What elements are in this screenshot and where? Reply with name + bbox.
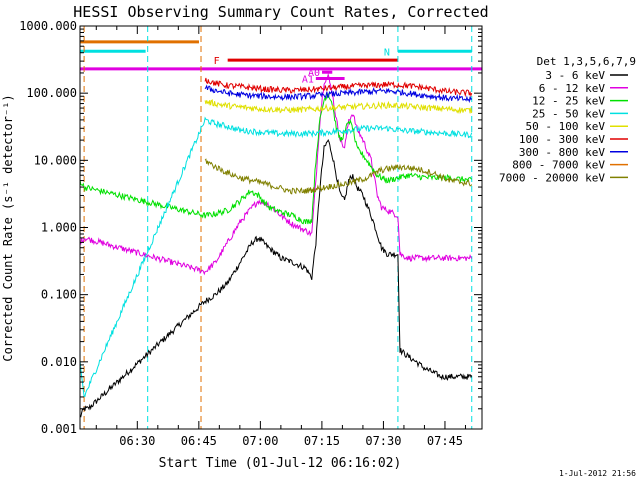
series-line-300-800-kev <box>204 84 473 104</box>
status-bar-label-s-0: S <box>74 38 80 49</box>
x-tick-label: 07:15 <box>304 434 340 448</box>
x-tick-label: 06:45 <box>181 434 217 448</box>
y-tick-label: 1.000 <box>41 221 77 235</box>
x-tick-label: 07:30 <box>365 434 401 448</box>
legend-label-7000-20000-kev: 7000 - 20000 keV <box>499 171 605 184</box>
y-tick-label: 100.000 <box>26 86 77 100</box>
status-bar-label-a1-6: A1 <box>302 75 314 86</box>
legend-label-12-25-kev: 12 - 25 keV <box>532 95 605 108</box>
legend-label-6-12-kev: 6 - 12 keV <box>539 82 606 95</box>
series-line-6-12-kev <box>80 72 473 276</box>
x-axis-label: Start Time (01-Jul-12 06:16:02) <box>159 456 402 471</box>
legend-label-3-6-kev: 3 - 6 keV <box>545 69 605 82</box>
y-tick-label: 1000.000 <box>19 19 77 33</box>
y-axis-label: Corrected Count Rate (s⁻¹ detector⁻¹) <box>1 94 15 361</box>
data-series <box>80 41 473 418</box>
series-line-7000-20000-kev <box>204 158 473 195</box>
x-axis: 06:30 06:45 07:00 07:15 07:30 07:45 <box>95 26 466 448</box>
x-tick-label: 07:45 <box>427 434 463 448</box>
legend-label-25-50-kev: 25 - 50 keV <box>532 107 605 120</box>
y-axis: 0.001 0.010 0.100 1.000 10.000 100.000 1000.00… <box>19 19 482 436</box>
status-bar-label-a0-5: A0 <box>308 68 320 79</box>
x-tick-label: 07:00 <box>242 434 278 448</box>
legend-label-800-7000-kev: 800 - 7000 keV <box>512 159 605 172</box>
legend-title: Det 1,3,5,6,7,9 <box>537 55 636 68</box>
series-line-25-50-kev <box>80 116 473 398</box>
status-bar-label-f-4: F <box>214 56 220 67</box>
series-line-12-25-kev <box>80 93 473 225</box>
y-tick-label: 0.001 <box>41 422 77 436</box>
chart-title: HESSI Observing Summary Count Rates, Cor… <box>73 3 488 21</box>
status-bar-label-n-1: N <box>66 47 72 58</box>
series-line-100-300-kev <box>204 77 473 98</box>
y-tick-label: 0.100 <box>41 288 77 302</box>
y-tick-label: 0.010 <box>41 355 77 369</box>
footer-timestamp: 1-Jul-2012 21:56 <box>559 469 636 478</box>
legend-label-100-300-kev: 100 - 300 keV <box>519 133 605 146</box>
y-tick-label: 10.000 <box>34 153 77 167</box>
series-line-50-100-kev <box>204 99 473 115</box>
x-tick-label: 06:30 <box>119 434 155 448</box>
legend-label-300-800-kev: 300 - 800 keV <box>519 146 605 159</box>
series-line-3-6-kev <box>80 138 473 418</box>
status-bar-label-n-2: N <box>384 47 390 58</box>
legend-label-50-100-kev: 50 - 100 keV <box>526 120 606 133</box>
